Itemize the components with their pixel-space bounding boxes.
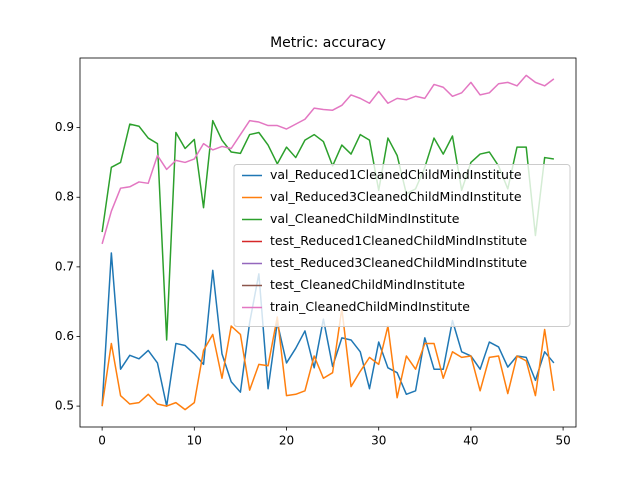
y-tick-label: 0.8 xyxy=(55,190,74,204)
legend: val_Reduced1CleanedChildMindInstituteval… xyxy=(233,164,571,327)
y-tick-label: 0.9 xyxy=(55,120,74,134)
plot-frame xyxy=(79,57,577,428)
x-tick-label: 40 xyxy=(463,434,478,448)
y-tick-label: 0.7 xyxy=(55,259,74,273)
y-tick-label: 0.5 xyxy=(55,399,74,413)
legend-label: test_Reduced3CleanedChildMindInstitute xyxy=(270,255,527,270)
x-tick-label: 0 xyxy=(98,434,106,448)
chart-title: Metric: accuracy xyxy=(270,35,386,51)
legend-label: test_Reduced1CleanedChildMindInstitute xyxy=(270,233,527,248)
legend-label: val_Reduced1CleanedChildMindInstitute xyxy=(270,167,522,182)
series-line xyxy=(101,74,555,245)
series-line xyxy=(101,307,555,411)
series-line xyxy=(101,119,554,341)
series-line xyxy=(101,252,555,407)
x-tick-label: 30 xyxy=(371,434,386,448)
legend-label: val_CleanedChildMindInstitute xyxy=(270,211,460,226)
y-tick-label: 0.6 xyxy=(55,329,74,343)
legend-label: test_CleanedChildMindInstitute xyxy=(270,277,465,292)
legend-label: train_CleanedChildMindInstitute xyxy=(270,299,470,314)
x-tick-label: 20 xyxy=(279,434,294,448)
legend-label: val_Reduced3CleanedChildMindInstitute xyxy=(270,189,522,204)
x-tick-label: 10 xyxy=(187,434,202,448)
legend-frame xyxy=(233,164,571,327)
x-tick-label: 50 xyxy=(555,434,570,448)
